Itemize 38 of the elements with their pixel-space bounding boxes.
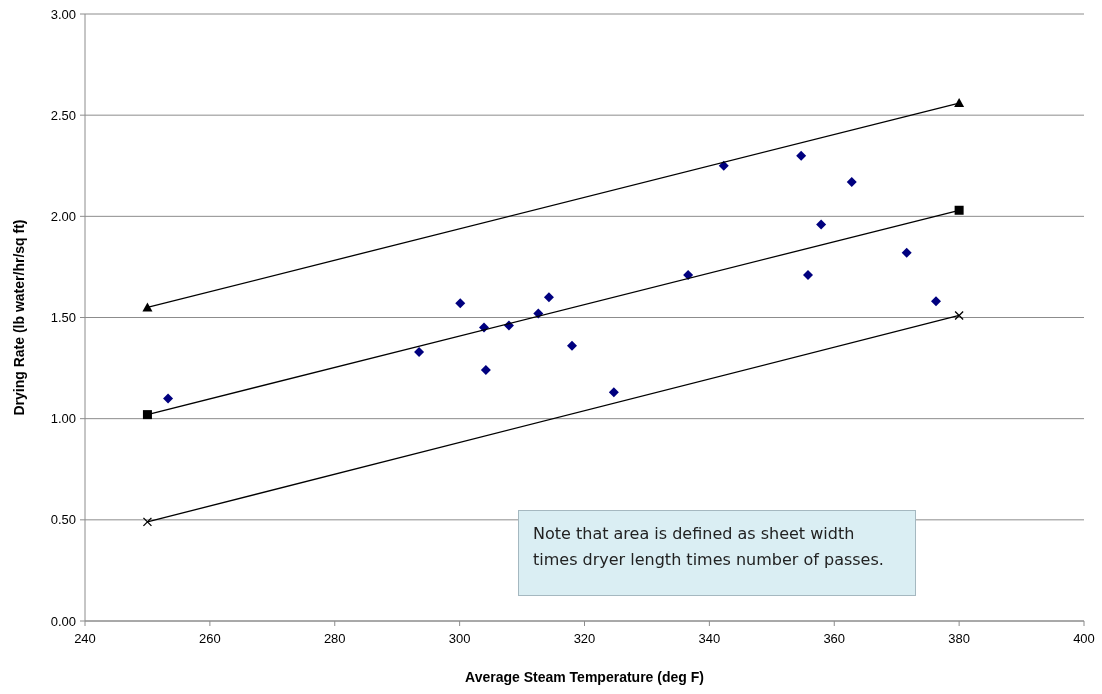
point	[543, 292, 554, 303]
point	[683, 270, 694, 281]
point	[455, 298, 466, 309]
point	[954, 205, 964, 215]
x-axis-title: Average Steam Temperature (deg F)	[465, 669, 704, 685]
point	[901, 247, 912, 258]
point	[803, 270, 814, 281]
point	[954, 310, 964, 321]
x-tick-label: 300	[448, 631, 471, 646]
x-tick-label: 360	[823, 631, 846, 646]
y-tick-label: 1.50	[50, 310, 76, 326]
point	[846, 176, 857, 187]
point	[480, 365, 491, 376]
y-tick-label: 0.00	[50, 613, 76, 629]
point	[608, 387, 619, 398]
point	[931, 296, 942, 307]
note-box: Note that area is defined as sheet width times dryer length times number of passes.	[518, 510, 916, 596]
y-tick-label: 0.50	[50, 512, 76, 528]
point	[816, 219, 827, 230]
x-tick-label: 260	[199, 631, 221, 646]
x-tick-label: 240	[74, 631, 96, 646]
y-tick-label: 3.00	[50, 6, 76, 22]
y-tick-label: 2.50	[50, 107, 76, 123]
point	[163, 393, 174, 404]
point	[142, 410, 152, 420]
point	[718, 160, 729, 171]
x-tick-label: 320	[573, 631, 596, 646]
y-tick-label: 2.00	[50, 208, 76, 224]
point	[796, 150, 807, 161]
x-tick-label: 340	[698, 631, 721, 646]
x-tick-label: 280	[323, 631, 346, 646]
point	[142, 517, 153, 527]
x-tick-label: 400	[1073, 631, 1095, 646]
y-tick-label: 1.00	[50, 411, 76, 427]
point	[567, 340, 578, 351]
point	[414, 346, 425, 357]
y-axis-title: Drying Rate (lb water/hr/sq ft)	[11, 219, 27, 416]
x-tick-label: 380	[948, 631, 970, 646]
